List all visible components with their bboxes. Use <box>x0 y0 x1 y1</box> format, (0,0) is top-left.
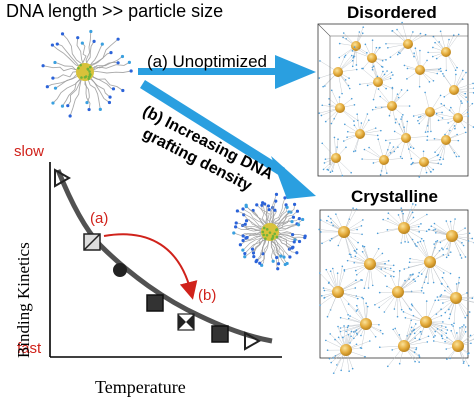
arrow-a-unoptimized <box>138 55 316 89</box>
dna-particle-dense <box>232 192 307 271</box>
kinetics-plot <box>49 162 282 358</box>
crystalline-label: Crystalline <box>351 187 438 206</box>
arrow-b-increasing-grafting <box>140 80 316 199</box>
y-axis-label: Binding Kinetics <box>14 242 33 358</box>
disordered-label: Disordered <box>347 3 437 22</box>
red-curved-arrow <box>103 233 198 300</box>
y-slow-label: slow <box>14 143 45 160</box>
marker-a-label: (a) <box>90 210 109 227</box>
dna-particle-sparse <box>41 29 133 118</box>
fit-curve <box>55 169 273 344</box>
figure-title: DNA length >> particle size <box>6 1 224 21</box>
arrow-a-label: (a) Unoptimized <box>147 52 267 71</box>
disordered-panel <box>317 21 474 178</box>
x-axis-label: Temperature <box>95 377 186 397</box>
marker-b-label: (b) <box>198 287 217 304</box>
y-fast-label: fast <box>17 340 42 357</box>
data-markers <box>54 168 262 351</box>
crystalline-panel <box>318 203 474 374</box>
